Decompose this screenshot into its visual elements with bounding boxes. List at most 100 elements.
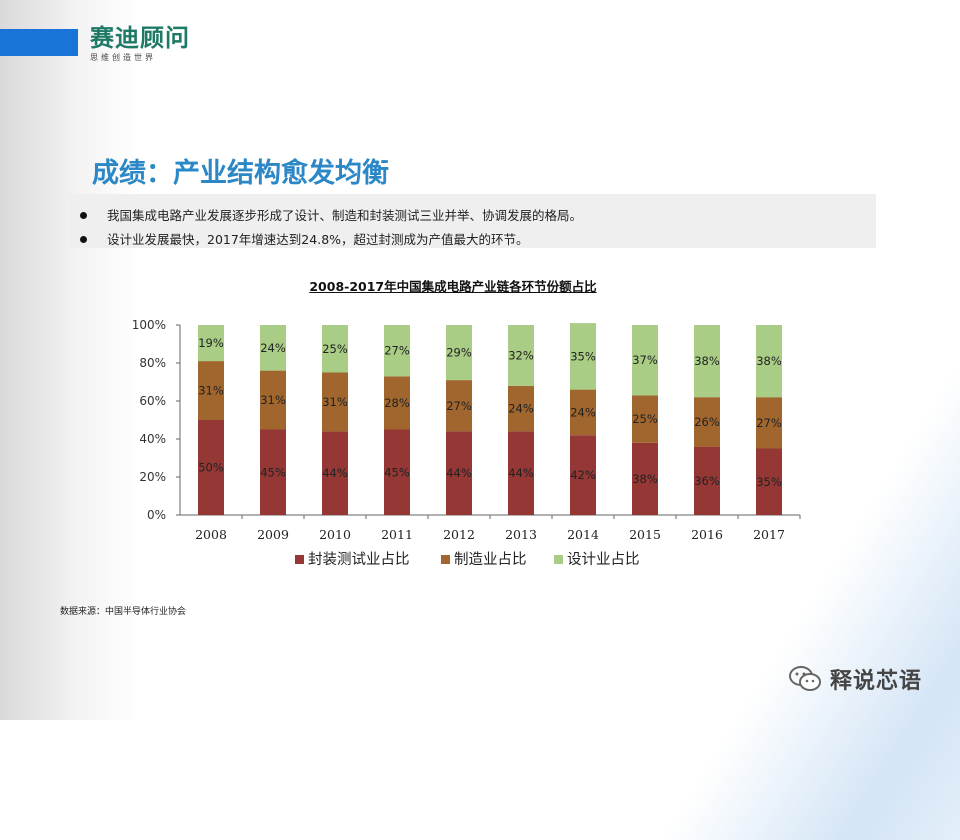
bar-segment: [384, 325, 410, 377]
slide-title: 成绩：产业结构愈发均衡: [92, 158, 389, 189]
bar-segment: [322, 325, 348, 373]
data-label: 31%: [322, 395, 348, 409]
chart-title: 2008-2017年中国集成电路产业链各环节份额占比: [309, 279, 597, 294]
bar-segment: [446, 431, 472, 515]
data-source-note: 数据来源：中国半导体行业协会: [60, 607, 187, 617]
bar-segment: [322, 372, 348, 432]
x-tick-label: 2015: [629, 527, 661, 542]
data-label: 24%: [508, 402, 534, 416]
data-label: 29%: [446, 346, 472, 360]
bullet-text: 我国集成电路产业发展逐步形成了设计、制造和封装测试三业并举、协调发展的格局。: [107, 208, 583, 223]
x-tick-label: 2013: [505, 527, 537, 542]
data-label: 45%: [260, 465, 286, 479]
left-gradient-panel: [0, 0, 140, 720]
x-tick-label: 2008: [195, 527, 227, 542]
data-label: 24%: [570, 405, 596, 419]
bar-segment: [694, 446, 720, 515]
data-label: 50%: [198, 461, 224, 475]
bullet-item: 设计业发展最快，2017年增速达到24.8%，超过封测成为产值最大的环节。: [80, 229, 529, 248]
bar-segment: [508, 385, 534, 432]
bar-segment: [198, 361, 224, 420]
bar-segment: [570, 389, 596, 436]
bar-segment: [198, 325, 224, 362]
legend-label: 设计业占比: [567, 551, 640, 568]
data-label: 31%: [260, 393, 286, 407]
x-tick-label: 2009: [257, 527, 289, 542]
y-tick-label: 0%: [147, 508, 166, 522]
x-tick-label: 2016: [691, 527, 723, 542]
x-tick-label: 2014: [567, 527, 599, 542]
data-label: 32%: [508, 348, 534, 362]
data-label: 27%: [756, 416, 782, 430]
y-tick-label: 40%: [139, 432, 166, 446]
data-label: 25%: [632, 412, 658, 426]
bar-segment: [756, 397, 782, 449]
bar-segment: [756, 325, 782, 398]
legend-swatch: [295, 555, 304, 564]
logo-tagline: 思维创造世界: [90, 53, 156, 62]
bar-segment: [508, 431, 534, 515]
legend-swatch: [441, 555, 450, 564]
data-label: 25%: [322, 342, 348, 356]
y-tick-label: 80%: [139, 356, 166, 370]
y-tick-label: 60%: [139, 394, 166, 408]
x-tick-label: 2012: [443, 527, 475, 542]
data-label: 37%: [632, 353, 658, 367]
data-label: 38%: [632, 472, 658, 486]
data-label: 44%: [322, 466, 348, 480]
data-label: 24%: [260, 341, 286, 355]
legend-label: 封装测试业占比: [308, 551, 410, 568]
bar-segment: [260, 429, 286, 515]
bar-segment: [384, 376, 410, 430]
bar-segment: [260, 325, 286, 371]
bar-segment: [570, 323, 596, 390]
x-tick-label: 2011: [381, 527, 413, 542]
bar-segment: [632, 325, 658, 396]
data-label: 26%: [694, 415, 720, 429]
bullet-item: 我国集成电路产业发展逐步形成了设计、制造和封装测试三业并举、协调发展的格局。: [80, 205, 582, 224]
data-label: 27%: [446, 399, 472, 413]
data-label: 42%: [570, 468, 596, 482]
bullet-dot-icon: [80, 236, 87, 243]
bar-segment: [570, 435, 596, 515]
data-label: 38%: [694, 354, 720, 368]
header-accent-bar: [0, 29, 78, 56]
bar-segment: [632, 442, 658, 515]
bar-segment: [384, 429, 410, 515]
x-tick-label: 2010: [319, 527, 351, 542]
data-label: 44%: [446, 466, 472, 480]
data-label: 27%: [384, 344, 410, 358]
data-label: 44%: [508, 466, 534, 480]
bullet-text: 设计业发展最快，2017年增速达到24.8%，超过封测成为产值最大的环节。: [107, 232, 529, 247]
bullet-list: 我国集成电路产业发展逐步形成了设计、制造和封装测试三业并举、协调发展的格局。 设…: [70, 194, 876, 248]
data-label: 45%: [384, 465, 410, 479]
legend-swatch: [554, 555, 563, 564]
bar-segment: [446, 380, 472, 432]
bar-segment: [632, 395, 658, 443]
bar-segment: [694, 325, 720, 398]
bullet-dot-icon: [80, 212, 87, 219]
data-label: 38%: [756, 354, 782, 368]
x-tick-label: 2017: [753, 527, 785, 542]
y-tick-label: 100%: [132, 318, 166, 332]
data-label: 36%: [694, 474, 720, 488]
company-logo: 赛迪顾问 思维创造世界: [90, 24, 190, 63]
bar-segment: [508, 325, 534, 386]
bar-segment: [260, 370, 286, 430]
bar-segment: [446, 325, 472, 381]
data-label: 35%: [756, 475, 782, 489]
data-label: 19%: [198, 336, 224, 350]
data-label: 31%: [198, 384, 224, 398]
logo-text: 赛迪顾问: [90, 23, 190, 52]
y-tick-label: 20%: [139, 470, 166, 484]
bar-segment: [756, 448, 782, 515]
wechat-watermark: 释说芯语: [788, 663, 922, 695]
bar-segment: [322, 431, 348, 515]
watermark-text: 释说芯语: [830, 669, 923, 694]
legend-label: 制造业占比: [454, 551, 527, 568]
stacked-bar-chart: 0% 20% 40% 60% 80% 100% 50% 31% 19% 2008 45% 31% 24%…: [132, 318, 801, 568]
bar-segment: [694, 397, 720, 447]
bar-segment: [198, 420, 224, 515]
data-label: 35%: [570, 349, 596, 363]
wechat-icon: [788, 665, 822, 693]
